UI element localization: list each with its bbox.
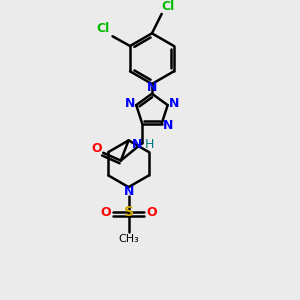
Text: O: O — [91, 142, 102, 155]
Text: Cl: Cl — [96, 22, 110, 35]
Text: O: O — [147, 206, 157, 219]
Text: N: N — [123, 185, 134, 199]
Text: N: N — [147, 81, 157, 94]
Text: H: H — [144, 137, 154, 151]
Text: N: N — [163, 119, 174, 132]
Text: N: N — [125, 97, 136, 110]
Text: N: N — [169, 97, 180, 110]
Text: S: S — [124, 206, 134, 219]
Text: CH₃: CH₃ — [118, 234, 139, 244]
Text: O: O — [100, 206, 110, 219]
Text: Cl: Cl — [162, 0, 175, 13]
Text: N: N — [132, 137, 142, 151]
